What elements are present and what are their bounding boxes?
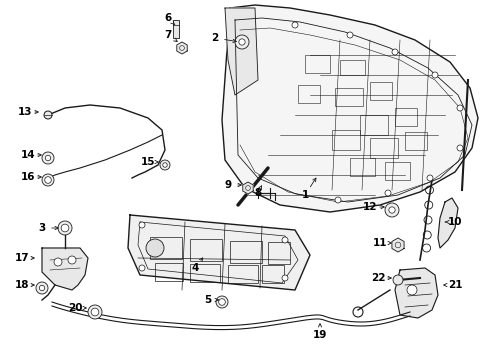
Text: 10: 10 <box>448 217 462 227</box>
Bar <box>370 138 398 158</box>
Circle shape <box>407 285 417 295</box>
Text: 14: 14 <box>21 150 35 160</box>
Circle shape <box>45 155 50 161</box>
Bar <box>350 158 375 176</box>
Circle shape <box>91 308 99 316</box>
Polygon shape <box>438 198 458 248</box>
Polygon shape <box>243 182 253 194</box>
Circle shape <box>282 237 288 243</box>
Circle shape <box>282 275 288 281</box>
Circle shape <box>347 32 353 38</box>
Bar <box>262 265 284 283</box>
Circle shape <box>427 175 433 181</box>
Polygon shape <box>222 5 478 212</box>
Text: 22: 22 <box>371 273 385 283</box>
Text: 1: 1 <box>301 190 309 200</box>
Text: 12: 12 <box>363 202 377 212</box>
Polygon shape <box>392 238 404 252</box>
Bar <box>360 115 388 135</box>
Text: 13: 13 <box>18 107 32 117</box>
Bar <box>228 265 258 283</box>
Circle shape <box>88 305 102 319</box>
Circle shape <box>457 145 463 151</box>
Circle shape <box>54 258 62 266</box>
Text: 2: 2 <box>211 33 219 43</box>
Text: 5: 5 <box>204 295 212 305</box>
Bar <box>335 88 363 106</box>
Text: 21: 21 <box>448 280 462 290</box>
Polygon shape <box>177 42 187 54</box>
Circle shape <box>239 39 245 45</box>
Circle shape <box>393 275 403 285</box>
Circle shape <box>335 197 341 203</box>
Circle shape <box>36 282 48 294</box>
Bar <box>298 85 320 103</box>
Text: 11: 11 <box>373 238 387 248</box>
Circle shape <box>61 224 69 232</box>
Circle shape <box>389 207 395 213</box>
Circle shape <box>146 239 164 257</box>
Text: 7: 7 <box>164 30 171 40</box>
Circle shape <box>44 111 52 119</box>
Polygon shape <box>225 8 258 95</box>
Polygon shape <box>128 215 310 290</box>
Bar <box>370 82 392 100</box>
Circle shape <box>160 160 170 170</box>
Circle shape <box>292 22 298 28</box>
Bar <box>230 241 262 263</box>
Text: 20: 20 <box>68 303 82 313</box>
Bar <box>155 263 183 281</box>
Bar <box>395 108 417 126</box>
Circle shape <box>385 203 399 217</box>
Bar <box>150 237 182 259</box>
Text: 18: 18 <box>15 280 29 290</box>
Circle shape <box>385 190 391 196</box>
Circle shape <box>139 265 145 271</box>
Circle shape <box>235 35 249 49</box>
Bar <box>190 239 222 261</box>
Circle shape <box>58 221 72 235</box>
Circle shape <box>42 174 54 186</box>
Bar <box>190 264 220 282</box>
Circle shape <box>45 177 51 183</box>
Bar <box>332 130 360 150</box>
Text: 17: 17 <box>15 253 29 263</box>
Text: 6: 6 <box>164 13 171 23</box>
Circle shape <box>139 222 145 228</box>
Bar <box>405 132 427 150</box>
Text: 9: 9 <box>224 180 232 190</box>
Circle shape <box>392 49 398 55</box>
Polygon shape <box>395 268 438 318</box>
Text: 16: 16 <box>21 172 35 182</box>
Bar <box>305 55 330 73</box>
Bar <box>268 242 290 264</box>
Bar <box>340 60 365 75</box>
Circle shape <box>457 105 463 111</box>
Polygon shape <box>42 248 88 290</box>
Circle shape <box>68 256 76 264</box>
Text: 15: 15 <box>141 157 155 167</box>
Bar <box>173 20 179 38</box>
Circle shape <box>42 152 54 164</box>
Text: 3: 3 <box>38 223 46 233</box>
Circle shape <box>219 299 225 305</box>
Bar <box>385 162 410 180</box>
Text: 8: 8 <box>254 188 262 198</box>
Circle shape <box>163 163 167 167</box>
Circle shape <box>432 72 438 78</box>
Circle shape <box>39 285 45 291</box>
Text: 4: 4 <box>191 263 198 273</box>
Text: 19: 19 <box>313 330 327 340</box>
Circle shape <box>216 296 228 308</box>
